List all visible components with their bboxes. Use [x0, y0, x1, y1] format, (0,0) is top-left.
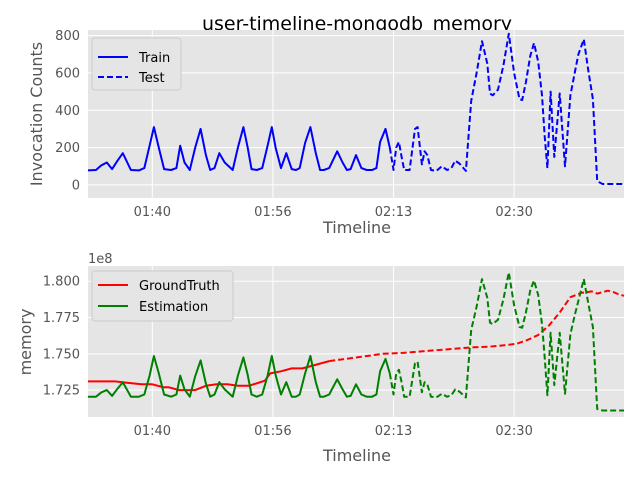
bottom-x-tick-label: 01:40	[134, 424, 171, 439]
top-legend-box	[91, 37, 182, 91]
legend-label-test: Test	[138, 71, 165, 86]
top-y-tick-label: 800	[55, 29, 80, 44]
bottom-y-tick-label: 1.725	[43, 384, 80, 399]
bottom-legend: GroundTruth Estimation	[91, 270, 234, 322]
bottom-y-axis-label: memory	[16, 309, 35, 376]
top-x-tick-label: 01:56	[254, 205, 291, 220]
bottom-x-axis-label: Timeline	[322, 446, 391, 465]
top-y-tick-label: 200	[55, 141, 80, 156]
bottom-x-tick-label: 02:30	[495, 424, 532, 439]
top-x-tick-label: 02:30	[495, 205, 532, 220]
top-y-tick-label: 400	[55, 104, 80, 119]
bottom-series-lines	[88, 271, 625, 412]
bottom-series-line-3	[388, 271, 624, 412]
legend-label-train: Train	[138, 51, 170, 66]
top-y-axis-label: Invocation Counts	[27, 42, 46, 186]
bottom-y-tick-label: 1.750	[43, 347, 80, 362]
top-series-line-1	[388, 32, 624, 185]
top-series-lines	[87, 32, 624, 185]
top-y-tick-label: 600	[55, 66, 80, 81]
chart-title: user-timeline-mongodb_memory	[202, 13, 512, 35]
top-x-tick-label: 02:13	[375, 205, 412, 220]
bottom-x-tick-label: 01:56	[254, 424, 291, 439]
bottom-y-tick-label: 1.800	[43, 275, 80, 290]
top-series-line-0	[87, 126, 391, 172]
top-legend: Train Test	[91, 37, 182, 91]
bottom-x-tick-label: 02:13	[375, 424, 412, 439]
bottom-series-line-2	[88, 355, 391, 398]
bottom-legend-box	[91, 270, 234, 322]
top-x-axis-label: Timeline	[322, 218, 391, 237]
top-x-tick-label: 01:40	[134, 205, 171, 220]
legend-label-groundtruth: GroundTruth	[139, 279, 220, 294]
top-grid	[88, 30, 624, 198]
top-tick-labels: 01:40 01:56 02:13 02:30 0 200 400 600 800	[55, 29, 533, 220]
bottom-y-tick-label: 1.775	[43, 311, 80, 326]
legend-label-estimation: Estimation	[139, 300, 208, 315]
bottom-y-offset-label: 1e8	[88, 252, 113, 267]
bottom-tick-labels: 01:40 01:56 02:13 02:30 1.725 1.750 1.775 1.800	[43, 275, 533, 439]
top-y-tick-label: 0	[72, 178, 80, 193]
